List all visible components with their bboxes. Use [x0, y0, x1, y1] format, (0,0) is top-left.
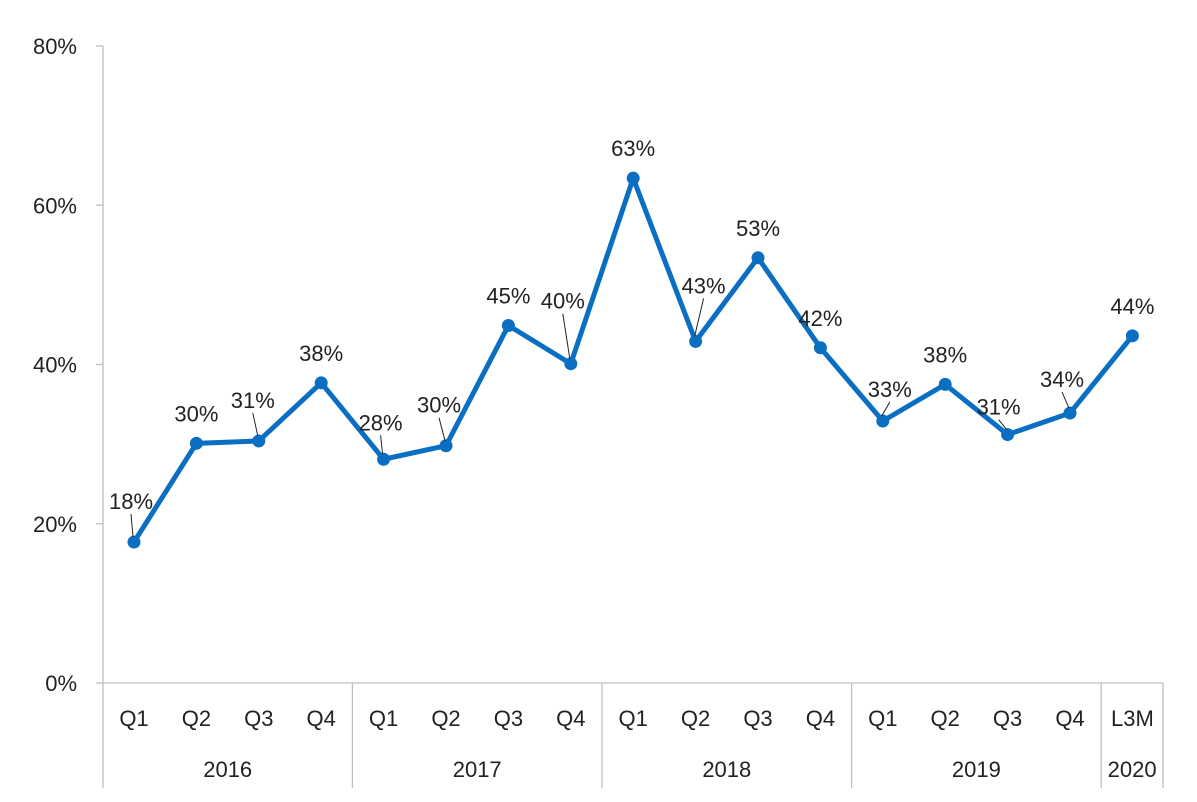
data-point: [1001, 428, 1015, 442]
x-category-label: Q2: [182, 706, 211, 731]
x-category-label: Q1: [119, 706, 148, 731]
y-tick-label: 80%: [33, 34, 77, 59]
x-category-label: Q4: [556, 706, 585, 731]
series-layer: [127, 171, 1139, 549]
label-leader-line: [1061, 391, 1070, 409]
data-label: 28%: [359, 410, 403, 435]
y-tick-label: 60%: [33, 193, 77, 218]
data-label: 63%: [611, 136, 655, 161]
label-leader-line: [562, 313, 571, 359]
data-point: [938, 377, 952, 391]
y-tick-label: 20%: [33, 512, 77, 537]
label-leader-line: [252, 412, 259, 437]
series-line: [131, 175, 1135, 545]
data-label: 42%: [798, 306, 842, 331]
x-category-label: L3M: [1111, 706, 1154, 731]
x-category-label: Q3: [244, 706, 273, 731]
data-point: [626, 171, 640, 185]
x-category-label: Q2: [931, 706, 960, 731]
label-leader-line: [881, 401, 891, 417]
data-label: 30%: [174, 401, 218, 426]
x-group-label: 2020: [1108, 757, 1157, 782]
x-category-label: Q4: [1055, 706, 1084, 731]
data-point: [689, 334, 703, 348]
x-category-label: Q1: [619, 706, 648, 731]
data-label: 44%: [1110, 294, 1154, 319]
data-label: 34%: [1040, 367, 1084, 392]
y-tick-label: 0%: [45, 671, 77, 696]
x-category-label: Q3: [743, 706, 772, 731]
data-label: 33%: [868, 377, 912, 402]
data-point: [501, 318, 515, 332]
x-category-label: Q4: [806, 706, 835, 731]
y-axis: 0% 20% 40% 60% 80%: [33, 34, 104, 696]
data-point: [564, 357, 578, 371]
data-label: 31%: [977, 395, 1021, 420]
x-category-label: Q3: [993, 706, 1022, 731]
data-label: 40%: [541, 289, 585, 314]
data-label: 30%: [417, 393, 461, 418]
x-category-label: Q1: [868, 706, 897, 731]
data-label: 31%: [231, 388, 275, 413]
y-tick-label: 40%: [33, 353, 77, 378]
x-group-label: 2016: [203, 757, 252, 782]
data-label: 38%: [923, 342, 967, 367]
x-category-label: Q2: [681, 706, 710, 731]
label-leader-line: [380, 435, 384, 455]
data-label: 43%: [682, 273, 726, 298]
label-leader-line: [998, 419, 1007, 430]
data-point: [377, 452, 391, 466]
x-category-label: Q4: [307, 706, 336, 731]
label-leader-line: [438, 417, 446, 441]
x-category-label: Q3: [494, 706, 523, 731]
x-category-label: Q2: [431, 706, 460, 731]
data-point: [127, 535, 141, 549]
data-label: 18%: [109, 489, 153, 514]
data-point: [813, 341, 827, 355]
x-group-label: 2019: [952, 757, 1001, 782]
data-point: [751, 251, 765, 265]
data-label: 38%: [299, 341, 343, 366]
data-point: [876, 414, 890, 428]
x-category-label: Q1: [369, 706, 398, 731]
data-point: [189, 436, 203, 450]
data-point: [1063, 406, 1077, 420]
data-point: [1125, 329, 1139, 343]
label-leader-line: [130, 514, 134, 538]
data-label: 53%: [736, 216, 780, 241]
data-point: [314, 376, 328, 390]
data-labels: 18% 30% 31% 38% 28% 30% 45% 40% 63% 43% 53% 42% 33% 3…: [109, 136, 1154, 538]
data-label: 45%: [486, 283, 530, 308]
x-axis: Q1 Q2 Q3 Q4 Q1 Q2 Q3 Q4 Q1 Q2 Q3 Q4 Q1 Q2 Q3 Q4 L3M 2016 2…: [102, 682, 1164, 788]
x-group-label: 2018: [702, 757, 751, 782]
data-point: [252, 434, 266, 448]
label-leader-line: [694, 298, 705, 337]
x-group-label: 2017: [453, 757, 502, 782]
data-point: [439, 439, 453, 453]
